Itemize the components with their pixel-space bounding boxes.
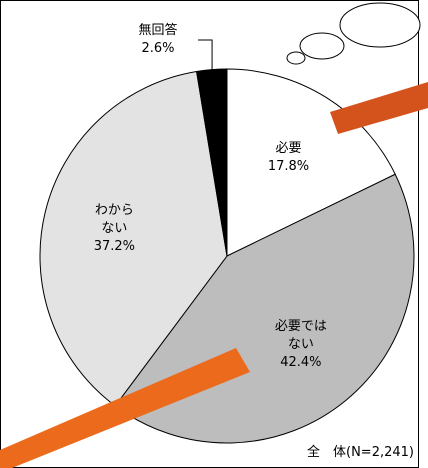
value-label: 2.6% — [128, 40, 188, 58]
value-label: 37.2% — [91, 238, 137, 256]
page: 全 体(N=2,241) 必要17.8% 必要ではない42.4% わからない37.2… — [0, 0, 428, 468]
category-label: 必要 — [258, 140, 320, 158]
chart — [0, 0, 428, 468]
leader-line — [198, 40, 212, 74]
cloud — [287, 3, 420, 64]
category-label: 無回答 — [128, 22, 188, 40]
decor-bar — [330, 82, 428, 134]
category-label: 必要ではない — [270, 318, 332, 354]
note: 全 体(N=2,241) — [307, 441, 414, 460]
category-label: わからない — [91, 202, 137, 238]
value-label: 42.4% — [270, 354, 332, 372]
value-label: 17.8% — [258, 158, 320, 176]
